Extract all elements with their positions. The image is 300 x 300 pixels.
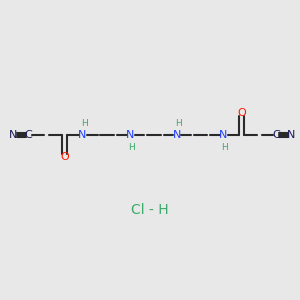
Text: N: N bbox=[78, 130, 87, 140]
Text: N: N bbox=[287, 130, 295, 140]
Text: C: C bbox=[25, 130, 32, 140]
Text: N: N bbox=[219, 130, 228, 140]
Text: H: H bbox=[222, 142, 228, 152]
Text: N: N bbox=[126, 130, 135, 140]
Text: N: N bbox=[173, 130, 181, 140]
Text: C: C bbox=[272, 130, 280, 140]
Text: O: O bbox=[60, 152, 69, 163]
Text: H: H bbox=[175, 118, 182, 127]
Text: H: H bbox=[129, 142, 135, 152]
Text: H: H bbox=[81, 118, 87, 127]
Text: O: O bbox=[237, 107, 246, 118]
Text: N: N bbox=[9, 130, 18, 140]
Text: Cl - H: Cl - H bbox=[131, 203, 169, 217]
